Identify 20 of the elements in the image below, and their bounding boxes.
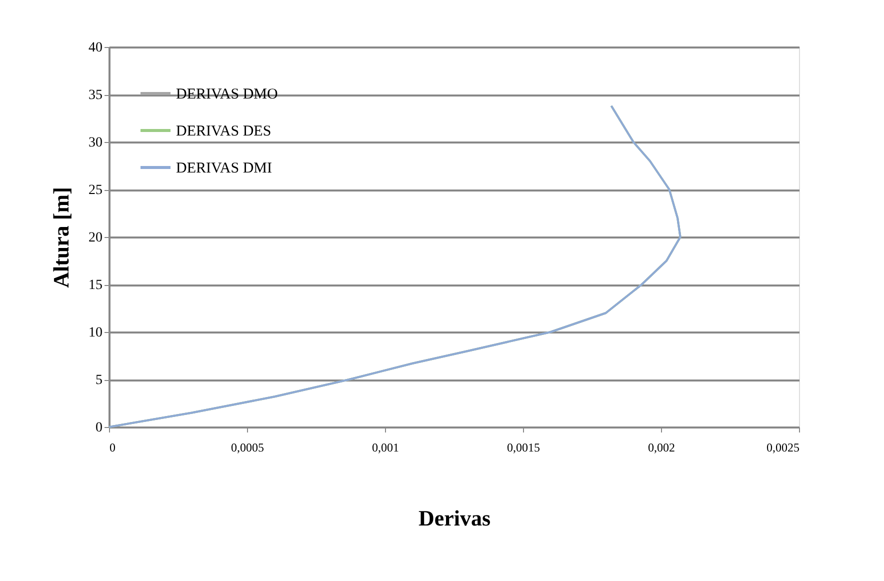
x-tick-label: 0,0025: [766, 440, 800, 454]
x-tick-label: 0,001: [372, 440, 399, 454]
x-axis-title: Derivas: [418, 506, 491, 530]
legend-label: DERIVAS DES: [176, 124, 272, 140]
legend-label: DERIVAS DMO: [176, 86, 278, 102]
y-tick-label: 40: [88, 40, 102, 56]
x-tick-label: 0,0005: [231, 440, 264, 454]
x-tick-label: 0,0015: [507, 440, 540, 454]
y-tick-label: 35: [88, 88, 102, 103]
y-tick-label: 15: [88, 278, 102, 293]
y-tick-label: 25: [88, 183, 102, 198]
x-tick-label: 0: [110, 440, 116, 454]
y-tick-label: 5: [96, 373, 102, 388]
y-axis-title: Altura [m]: [48, 187, 74, 288]
y-tick-label: 30: [88, 136, 102, 150]
y-tick-label: 10: [88, 326, 102, 340]
y-tick-label: 0: [96, 420, 102, 436]
legend-label: DERIVAS DMI: [176, 160, 272, 176]
y-tick-label: 20: [88, 230, 102, 246]
x-tick-label: 0,002: [648, 440, 675, 454]
